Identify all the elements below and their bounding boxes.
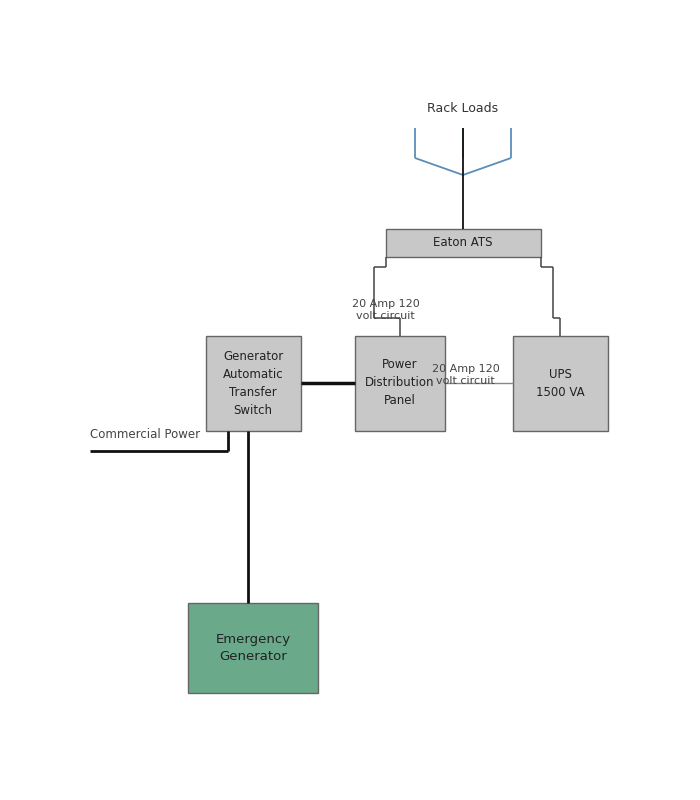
Text: 20 Amp 120
volt circuit: 20 Amp 120 volt circuit — [432, 364, 500, 386]
Text: Eaton ATS: Eaton ATS — [433, 237, 493, 250]
Text: Generator
Automatic
Transfer
Switch: Generator Automatic Transfer Switch — [223, 350, 284, 417]
Text: 20 Amp 120
volt circuit: 20 Amp 120 volt circuit — [352, 299, 420, 321]
Bar — [386, 229, 540, 257]
Text: Power
Distribution
Panel: Power Distribution Panel — [365, 358, 435, 407]
Text: UPS
1500 VA: UPS 1500 VA — [536, 367, 584, 398]
Text: Rack Loads: Rack Loads — [428, 102, 498, 114]
Text: Commercial Power: Commercial Power — [90, 429, 200, 442]
Bar — [512, 335, 608, 430]
Bar — [188, 603, 318, 693]
Bar — [206, 335, 300, 430]
Bar — [355, 335, 445, 430]
Text: Emergency
Generator: Emergency Generator — [216, 633, 290, 663]
